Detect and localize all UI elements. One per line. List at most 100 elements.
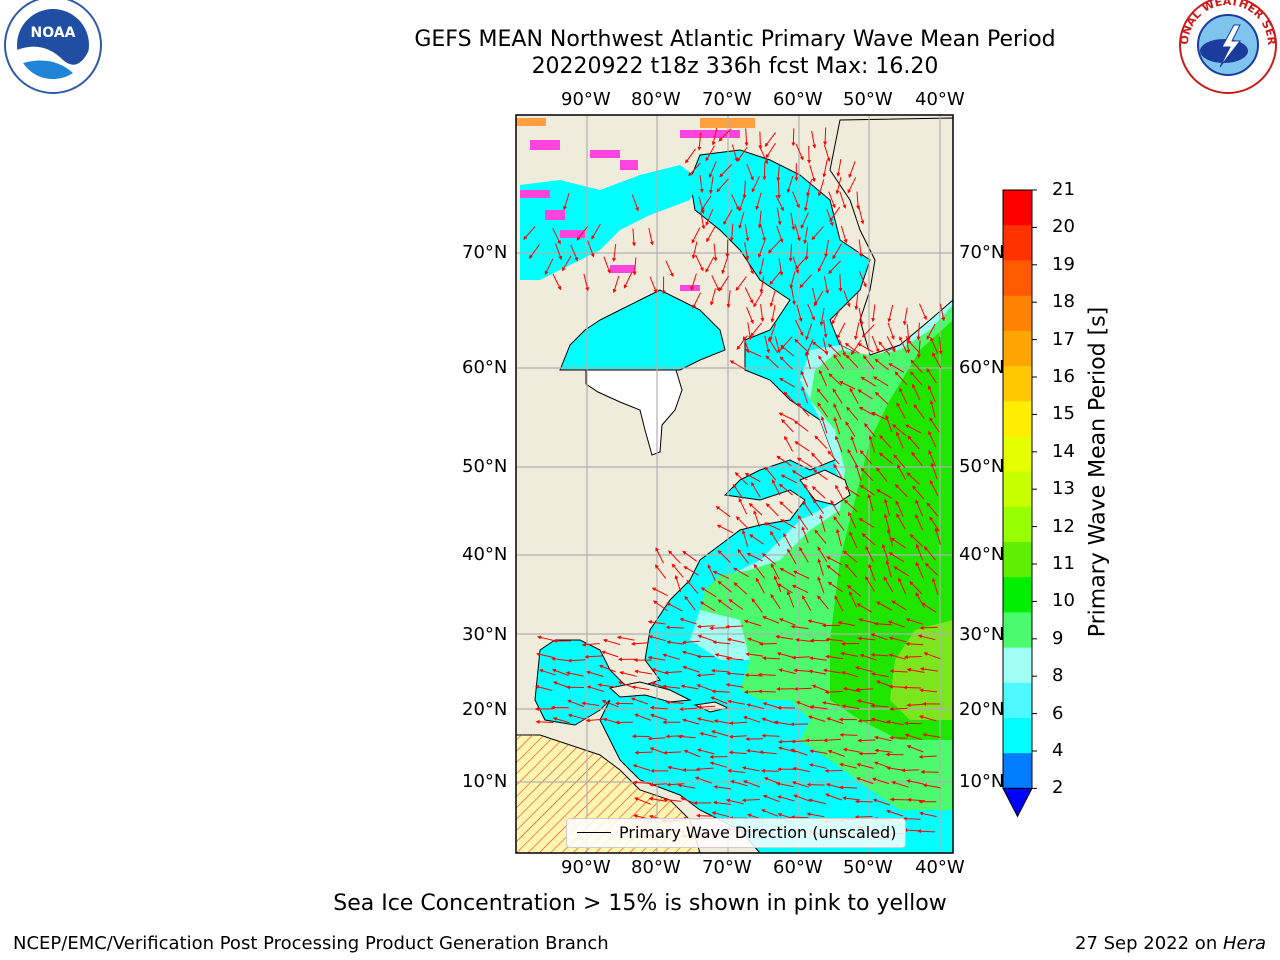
wave-arrow bbox=[709, 288, 716, 306]
wave-arrow bbox=[843, 290, 851, 308]
wave-arrow bbox=[805, 323, 813, 341]
lat-tick-label: 50°N bbox=[462, 456, 508, 477]
wave-arrow bbox=[888, 363, 905, 373]
wave-arrow bbox=[783, 391, 797, 405]
map-panel bbox=[516, 115, 953, 853]
wave-arrow bbox=[616, 635, 635, 641]
wave-arrow bbox=[750, 322, 763, 337]
wave-arrow bbox=[786, 590, 795, 608]
wave-arrow bbox=[682, 550, 697, 562]
wave-arrow bbox=[696, 813, 715, 818]
wave-arrow bbox=[939, 303, 946, 322]
wave-arrow bbox=[700, 195, 712, 211]
wave-arrow bbox=[677, 734, 696, 739]
wave-arrow bbox=[759, 147, 768, 165]
wave-arrow bbox=[647, 620, 666, 625]
wave-arrow bbox=[716, 178, 729, 193]
lat-tick-label: 40°N bbox=[462, 544, 508, 565]
wave-arrow bbox=[874, 391, 889, 405]
wave-arrow bbox=[765, 503, 779, 517]
lat-tick-label: 60°N bbox=[462, 357, 508, 378]
wave-arrow bbox=[552, 228, 561, 245]
wave-arrow bbox=[791, 655, 810, 660]
lat-tick-label: 60°N bbox=[959, 357, 1005, 378]
wave-arrow bbox=[809, 749, 828, 754]
wave-arrow bbox=[570, 244, 579, 262]
wave-arrow bbox=[886, 809, 904, 817]
wave-arrow bbox=[677, 783, 696, 789]
wave-arrow bbox=[865, 545, 874, 563]
quebec-white bbox=[585, 369, 683, 456]
colorbar-tick-label: 2 bbox=[1052, 777, 1064, 799]
wave-arrow bbox=[916, 340, 921, 359]
wave-arrow bbox=[632, 780, 651, 785]
wave-arrow bbox=[868, 563, 876, 581]
wave-arrow bbox=[849, 387, 859, 404]
wave-arrow bbox=[801, 526, 809, 544]
colorbar-tick-label: 13 bbox=[1052, 478, 1075, 500]
wave-arrow bbox=[909, 534, 924, 547]
wave-arrow bbox=[583, 273, 590, 292]
wave-arrow bbox=[834, 435, 843, 453]
wave-arrow bbox=[846, 406, 859, 421]
wave-arrow bbox=[809, 164, 816, 183]
wave-arrow bbox=[899, 336, 908, 353]
wave-arrow bbox=[602, 638, 621, 646]
wave-arrow bbox=[730, 780, 748, 787]
wave-arrow bbox=[857, 389, 873, 400]
wave-arrow bbox=[735, 276, 747, 291]
wave-arrow bbox=[879, 434, 892, 449]
wave-arrow bbox=[591, 223, 601, 240]
wave-arrow bbox=[883, 576, 894, 593]
wave-arrow bbox=[770, 304, 776, 323]
wave-arrow bbox=[812, 469, 828, 481]
wave-arrow bbox=[744, 223, 750, 242]
lon-tick-label: 50°W bbox=[843, 89, 893, 110]
wave-arrow bbox=[864, 423, 876, 438]
wave-arrow bbox=[917, 634, 936, 641]
wave-arrow bbox=[725, 682, 744, 688]
wave-arrow bbox=[683, 566, 700, 576]
wave-arrow bbox=[718, 128, 732, 142]
wave-arrow bbox=[856, 191, 861, 210]
wave-arrow bbox=[828, 191, 836, 209]
wave-arrow bbox=[630, 641, 649, 646]
wave-arrow bbox=[804, 242, 809, 261]
wave-arrow bbox=[865, 576, 875, 592]
wave-arrow bbox=[717, 550, 731, 563]
wave-arrow bbox=[716, 524, 734, 534]
wave-arrow bbox=[758, 750, 777, 755]
wave-arrow bbox=[817, 558, 824, 576]
wave-arrow bbox=[919, 625, 938, 630]
wave-arrow bbox=[684, 595, 696, 611]
wave-arrow bbox=[781, 418, 794, 433]
colorbar-under-triangle bbox=[1002, 787, 1033, 818]
colorbar-segment bbox=[1003, 471, 1032, 508]
wave-arrow bbox=[825, 654, 844, 660]
sea-ice bbox=[520, 130, 740, 291]
wave-arrow bbox=[691, 241, 698, 260]
wave-arrow bbox=[844, 563, 858, 578]
wave-arrow bbox=[910, 371, 923, 386]
wave-arrow bbox=[822, 159, 828, 178]
wave-arrow bbox=[774, 336, 781, 354]
wave-arrow bbox=[892, 424, 907, 436]
wave-arrow bbox=[906, 323, 911, 342]
colorbar-segment bbox=[1003, 295, 1032, 332]
wave-arrow bbox=[697, 705, 716, 710]
wave-arrow bbox=[666, 640, 685, 645]
wave-arrow bbox=[881, 543, 889, 562]
wave-arrow bbox=[717, 599, 733, 611]
wave-arrow bbox=[753, 510, 761, 528]
noaa-logo: NOAA bbox=[4, 0, 102, 94]
wave-arrow bbox=[859, 484, 875, 496]
wave-arrow bbox=[895, 431, 904, 449]
wave-arrow bbox=[915, 513, 924, 531]
wave-arrow bbox=[855, 687, 874, 692]
wave-arrow bbox=[839, 762, 857, 769]
wave-arrow bbox=[795, 255, 808, 270]
wave-arrow bbox=[738, 211, 745, 230]
colorbar-tick-label: 12 bbox=[1052, 515, 1075, 537]
wave-arrow bbox=[833, 354, 845, 370]
wave-arrow bbox=[762, 794, 780, 803]
